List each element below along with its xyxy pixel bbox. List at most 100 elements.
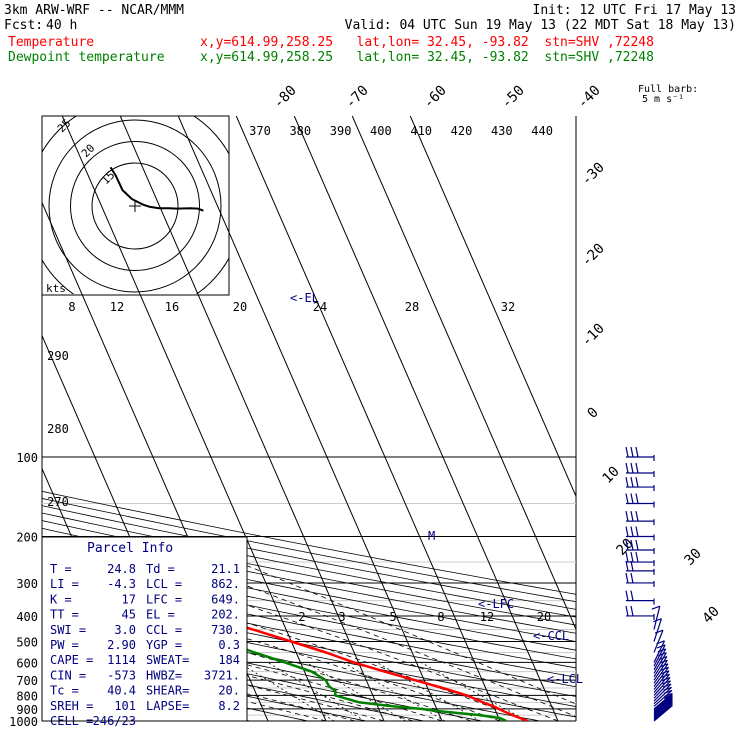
- parcel-field-label: SWI =: [50, 623, 86, 637]
- temperature-coords: x,y=614.99,258.25 lat,lon= 32.45, -93.82…: [200, 35, 654, 50]
- parcel-field-label: SHEAR=: [146, 684, 189, 698]
- wind-barb: [625, 526, 655, 541]
- temperature-tick: -30: [579, 160, 608, 189]
- pressure-tick-300: 300: [16, 577, 38, 591]
- mixing-ratio-tick: 32: [501, 300, 515, 314]
- parcel-field-label: TT =: [50, 608, 79, 622]
- parcel-field-value: 101: [114, 699, 136, 713]
- dry-adiabat: [42, 597, 576, 707]
- parcel-field-label: Td =: [146, 562, 175, 576]
- hodograph-units: kts: [46, 282, 66, 295]
- pressure-tick-1000: 1000: [9, 715, 38, 729]
- forecast-label: Fcst:: [4, 18, 44, 33]
- theta-e-tick: 440: [531, 124, 553, 138]
- parcel-field-label: EL =: [146, 608, 175, 622]
- wind-barb: [651, 605, 661, 630]
- wind-barb: [625, 493, 655, 508]
- parcel-info-box: [41, 536, 248, 722]
- mixing-ratio-tick: 24: [313, 300, 327, 314]
- mixing-ratio-tick: 5: [389, 610, 396, 624]
- mixing-ratio-tick: 3: [338, 610, 345, 624]
- isotherm: [61, 116, 327, 721]
- mixing-ratio-tick: 16: [165, 300, 179, 314]
- parcel-info-title: Parcel Info: [87, 541, 173, 556]
- parcel-field-label: CAPE =: [50, 653, 93, 667]
- level-marker: <-LCL: [547, 672, 583, 686]
- isotherm: [293, 116, 559, 721]
- theta-e-tick: 420: [451, 124, 473, 138]
- theta-e-tick: 400: [370, 124, 392, 138]
- parcel-field-value: 3.0: [114, 623, 136, 637]
- mixing-ratio-line: [343, 662, 446, 721]
- wind-barb: [625, 539, 655, 554]
- temperature-tick: -40: [575, 83, 604, 112]
- mixing-ratio-tick: 20: [537, 610, 551, 624]
- temperature-tick: 10: [600, 464, 623, 487]
- parcel-field-label: HWBZ=: [146, 668, 182, 682]
- mixing-ratio-line: [238, 662, 335, 721]
- parcel-field-value: 3721.: [204, 668, 240, 682]
- mixing-ratio-tick: 12: [480, 610, 494, 624]
- parcel-field-value: 24.8: [107, 562, 136, 576]
- dewpoint-coords: x,y=614.99,258.25 lat,lon= 32.45, -93.82…: [200, 50, 654, 65]
- parcel-field-label: CELL =: [50, 714, 93, 728]
- temperature-tick: -70: [343, 83, 372, 112]
- parcel-field-label: YGP =: [146, 638, 182, 652]
- hodograph-ring-label: 20: [79, 142, 98, 161]
- parcel-field-label: SWEAT=: [146, 653, 189, 667]
- wind-barb: [625, 560, 655, 575]
- parcel-field-label: PW =: [50, 638, 79, 652]
- valid-time: Valid: 04 UTC Sun 19 May 13 (22 MDT Sat …: [344, 18, 736, 33]
- mixing-ratio-tick: 20: [233, 300, 247, 314]
- dry-adiabat: [42, 505, 576, 610]
- theta-tick: 290: [47, 349, 69, 363]
- barb-legend-units: 5 m s⁻¹: [642, 94, 685, 105]
- pressure-tick-500: 500: [16, 636, 38, 650]
- parcel-field-value: 184: [218, 653, 240, 667]
- moist-adiabat: [106, 536, 576, 717]
- dry-adiabat: [42, 587, 576, 697]
- parcel-field-label: Tc =: [50, 684, 79, 698]
- mixing-ratio-tick: 8: [437, 610, 444, 624]
- temperature-tick: 40: [700, 604, 723, 627]
- temperature-tick: 30: [682, 546, 705, 569]
- temperature-tick: -20: [579, 241, 608, 270]
- dry-adiabat: [42, 578, 576, 688]
- parcel-field-value: 1114: [107, 653, 136, 667]
- pressure-tick-100: 100: [16, 451, 38, 465]
- init-time: Init: 12 UTC Fri 17 May 13: [532, 3, 737, 18]
- wind-barb: [625, 590, 655, 605]
- parcel-field-value: 17: [122, 592, 136, 606]
- parcel-field-label: LAPSE=: [146, 699, 189, 713]
- wind-barb: [625, 551, 655, 567]
- wind-barb: [625, 476, 655, 492]
- mixing-ratio-line: [420, 662, 528, 721]
- mixing-ratio-tick: 8: [68, 300, 75, 314]
- mixing-ratio-line: [305, 662, 406, 721]
- parcel-field-value: 0.3: [218, 638, 240, 652]
- pressure-tick-800: 800: [16, 689, 38, 703]
- mixing-ratio-tick: 28: [405, 300, 419, 314]
- parcel-field-value: 730.: [211, 623, 240, 637]
- theta-e-tick: 390: [330, 124, 352, 138]
- isotherm: [409, 116, 576, 498]
- temperature-legend: Temperature: [8, 35, 95, 50]
- parcel-field-value: 649.: [211, 592, 240, 606]
- pressure-tick-400: 400: [16, 610, 38, 624]
- wind-barb: [625, 572, 655, 587]
- dry-adiabat: [42, 490, 576, 595]
- hodograph-ring: [70, 141, 200, 271]
- wind-barb: [625, 462, 655, 478]
- temperature-tick: -10: [579, 321, 608, 350]
- mixing-ratio-tick: 12: [110, 300, 124, 314]
- dewpoint-legend: Dewpoint temperature: [8, 50, 165, 65]
- barb-legend-title: Full barb:: [638, 84, 699, 95]
- parcel-field-value: -4.3: [107, 577, 136, 591]
- isotherm: [351, 116, 576, 631]
- hodograph-frame: [41, 115, 230, 296]
- theta-e-tick: 430: [491, 124, 513, 138]
- parcel-field-label: CIN =: [50, 668, 86, 682]
- wind-barb: [653, 618, 662, 642]
- parcel-field-label: T =: [50, 562, 72, 576]
- isotherm: [235, 116, 501, 721]
